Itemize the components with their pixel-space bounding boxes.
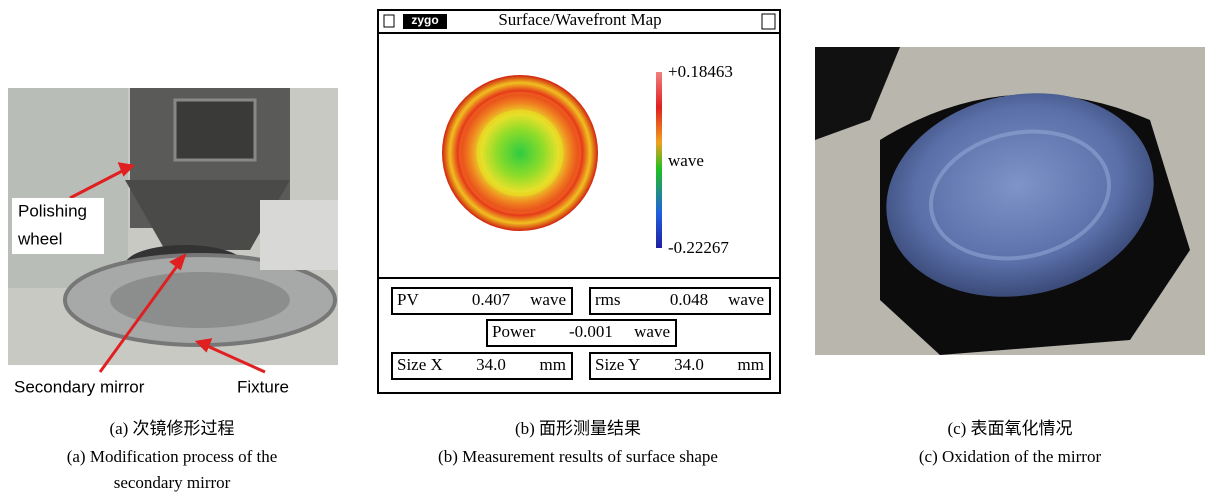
field-unit: wave [728, 290, 764, 309]
photo-c [815, 47, 1205, 355]
field-label: Power [492, 322, 536, 341]
annotation: Polishing [18, 201, 87, 220]
window-title: Surface/Wavefront Map [498, 10, 661, 29]
field-label: Size Y [595, 355, 640, 374]
annotation: Secondary mirror [14, 377, 145, 396]
annotation: wheel [17, 229, 62, 248]
field-value: 0.048 [670, 290, 708, 309]
colorbar-label: -0.22267 [668, 238, 729, 257]
field-unit: mm [738, 355, 764, 374]
colorbar-label: wave [668, 151, 704, 170]
caption: (c) Oxidation of the mirror [919, 447, 1102, 466]
field-label: Size X [397, 355, 443, 374]
field-value: 34.0 [476, 355, 506, 374]
caption: (c) 表面氧化情况 [947, 419, 1072, 438]
field-label: rms [595, 290, 621, 309]
field-value: 0.407 [472, 290, 511, 309]
caption: (a) 次镜修形过程 [109, 419, 234, 438]
caption: secondary mirror [114, 473, 231, 492]
field-label: PV [397, 290, 419, 309]
field-value: 34.0 [674, 355, 704, 374]
caption: (a) Modification process of the [67, 447, 278, 466]
caption: (b) Measurement results of surface shape [438, 447, 718, 466]
field-value: -0.001 [569, 322, 613, 341]
caption: (b) 面形测量结果 [515, 419, 641, 438]
field-unit: mm [540, 355, 566, 374]
field-unit: wave [530, 290, 566, 309]
colorbar-label: +0.18463 [668, 62, 733, 81]
annotation: Fixture [237, 377, 289, 396]
figure: Polishing wheel Secondary mirror Fixture… [0, 0, 1205, 496]
surface-map [442, 75, 598, 231]
logo: zygo [411, 13, 438, 27]
colorbar [656, 72, 662, 248]
field-unit: wave [634, 322, 670, 341]
